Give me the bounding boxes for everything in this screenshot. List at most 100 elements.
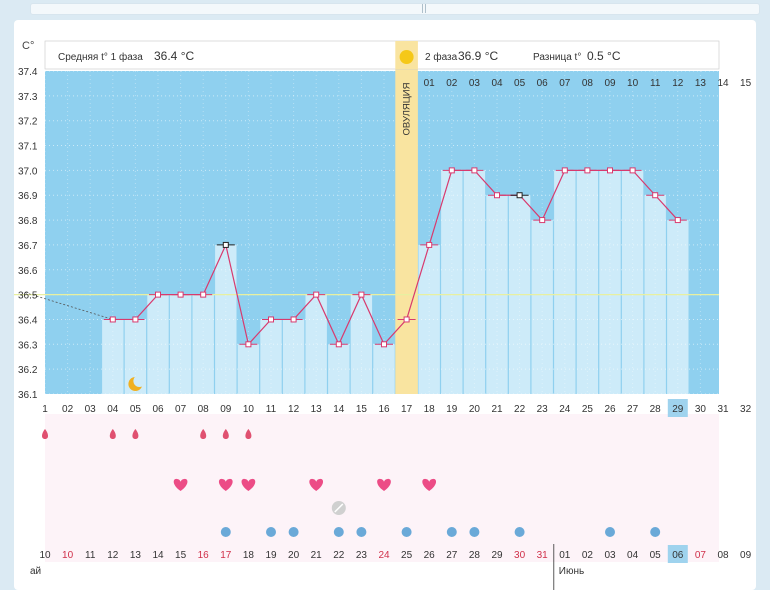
y-tick-label: 37.4: [18, 67, 38, 78]
temp-column: [441, 170, 463, 394]
phase2-value: 36.9 °C: [458, 49, 498, 63]
temp-point: [132, 316, 139, 323]
calendar-date-label: 24: [378, 550, 390, 561]
pill-icon-line: [334, 503, 344, 513]
temp-column: [282, 319, 305, 394]
calendar-date-label: 18: [243, 550, 255, 561]
temp-point: [268, 316, 274, 323]
temp-column: [599, 170, 621, 394]
cycle-day-label: 02: [62, 404, 74, 415]
calendar-date-label: 17: [220, 550, 232, 561]
calendar-date-label: 31: [537, 550, 549, 561]
menstruation-drop-icon: [222, 429, 229, 439]
calendar-date-label: 10: [62, 550, 74, 561]
temp-column: [531, 220, 553, 394]
heart-icon: [377, 478, 391, 491]
calendar-date-label: 07: [695, 550, 707, 561]
heart-icon: [241, 478, 256, 491]
calendar-date-label: 01: [559, 550, 571, 561]
top-toolbar: ||: [30, 3, 760, 15]
calendar-date-label: 27: [446, 550, 458, 561]
calendar-date-label: 29: [491, 550, 503, 561]
menstruation-drop-icon: [245, 429, 252, 439]
y-tick-label: 36.2: [18, 365, 38, 376]
cycle-day-label: 21: [491, 404, 503, 415]
header-strip: [44, 40, 720, 70]
dpo-label: 05: [514, 78, 526, 89]
dpo-label: 06: [537, 78, 549, 89]
temp-column: [260, 319, 282, 394]
calendar-date-label: 04: [627, 550, 639, 561]
dpo-label: 03: [469, 78, 481, 89]
temp-point: [381, 341, 387, 348]
menstruation-drop-icon: [109, 429, 116, 439]
menstruation-drop-icon: [132, 429, 139, 439]
heart-icon: [309, 478, 324, 491]
calendar-date-label: 20: [288, 550, 300, 561]
y-tick-label: 37.2: [18, 117, 38, 128]
cycle-day-label: 28: [650, 404, 662, 415]
dpo-label: 11: [650, 78, 661, 89]
menstruation-drop-icon: [42, 429, 48, 439]
cycle-day-label: 20: [469, 404, 481, 415]
cycle-day-label: 19: [446, 404, 458, 415]
temp-point: [629, 167, 636, 174]
calendar-date-label: 16: [198, 550, 210, 561]
drag-handle-icon[interactable]: ||: [421, 4, 428, 14]
cycle-day-label: 17: [401, 404, 413, 415]
calendar-date-label: 30: [514, 550, 526, 561]
dpo-label: 04: [491, 78, 503, 89]
temp-column: [237, 344, 260, 394]
temp-point: [313, 291, 320, 298]
mucus-icon: [401, 527, 412, 537]
moon-icon-cut: [133, 375, 146, 387]
temp-point: [471, 167, 478, 174]
temp-column: [328, 344, 350, 394]
heart-icon: [422, 478, 437, 491]
dpo-label: 01: [424, 78, 436, 89]
temp-column: [667, 220, 689, 394]
temp-point: [674, 217, 681, 224]
y-tick-label: 36.9: [18, 191, 38, 202]
cycle-day-label: 30: [695, 404, 707, 415]
y-tick-label: 37.1: [18, 142, 38, 153]
temp-point: [516, 192, 523, 199]
temp-point: [584, 167, 591, 174]
cycle-day-label: 08: [198, 404, 210, 415]
temp-point: [200, 291, 207, 298]
diff-value: 0.5 °C: [587, 49, 621, 63]
cycle-day-label: 24: [559, 404, 571, 415]
y-tick-label: 36.3: [18, 340, 38, 351]
mucus-icon: [650, 527, 661, 537]
menstruation-drop-icon: [200, 429, 207, 439]
cycle-day-label: 11: [266, 404, 277, 415]
calendar-date-label: 10: [39, 550, 51, 561]
calendar-date-label: 02: [582, 550, 594, 561]
calendar-date-label: 19: [265, 550, 277, 561]
diff-label: Разница t°: [533, 52, 581, 63]
calendar-date-label: 09: [740, 550, 752, 561]
temp-column: [576, 170, 599, 394]
y-tick-label: 36.8: [18, 216, 38, 227]
phase1-value: 36.4 °C: [154, 49, 194, 63]
dpo-label: 09: [604, 78, 616, 89]
cycle-day-label: 31: [717, 404, 729, 415]
calendar-date-label: 15: [175, 550, 187, 561]
temp-gap-line: [24, 292, 113, 320]
temp-point: [539, 217, 546, 224]
temp-point: [561, 167, 568, 174]
temp-point: [426, 241, 433, 248]
temp-point: [245, 341, 252, 348]
dpo-label: 08: [582, 78, 594, 89]
prev-month-label: ай: [30, 566, 41, 577]
calendar-date-label: 08: [717, 550, 729, 561]
mucus-icon: [605, 527, 615, 537]
cycle-day-label: 15: [356, 404, 368, 415]
cycle-day-label: 29: [672, 404, 684, 415]
phase1-label: Средняя t° 1 фаза: [58, 51, 143, 63]
calendar-date-label: 28: [469, 550, 481, 561]
mucus-icon: [446, 527, 457, 537]
cycle-day-label: 14: [333, 404, 345, 415]
cycle-day-label: 22: [514, 404, 526, 415]
y-tick-label: 36.7: [18, 241, 38, 252]
